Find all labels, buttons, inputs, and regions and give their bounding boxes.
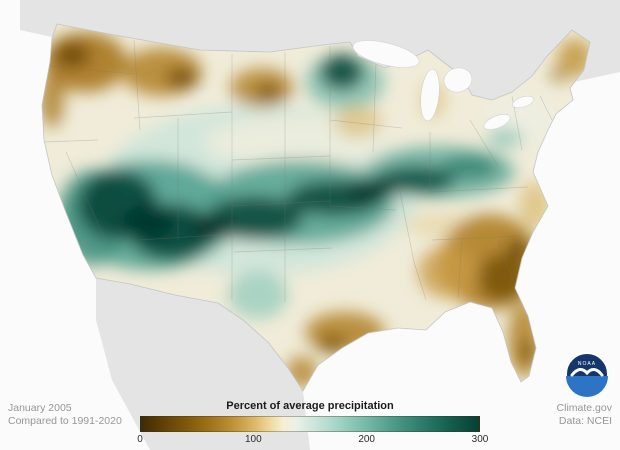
shading-region-minnesota-teal-dark	[320, 54, 364, 90]
shading-region-west-texas-teal	[228, 271, 288, 319]
noaa-logo: NOAA	[565, 352, 609, 397]
colorbar-ticks: 0 100 200 300	[137, 434, 488, 448]
date-label: January 2005	[8, 402, 72, 414]
us-map	[42, 24, 590, 391]
shading-region-dakotas-dry-dark	[255, 83, 281, 101]
colorbar-tick: 0	[137, 434, 143, 445]
precipitation-shading	[42, 32, 590, 388]
lake-superior	[352, 40, 420, 68]
shading-region-texas-coast-dry-dark	[317, 335, 347, 353]
colorbar-title: Percent of average precipitation	[226, 400, 394, 412]
noaa-seagull-icon	[570, 368, 604, 377]
us-outline	[41, 23, 591, 392]
great-lakes	[352, 40, 534, 130]
shading-region-montana-dry-dark	[166, 68, 198, 88]
shading-region-washington-dry-dark	[54, 42, 90, 68]
mexico-landmass	[96, 278, 310, 450]
colorbar-tick: 300	[471, 434, 489, 445]
climate-gov-credit: Climate.gov	[556, 402, 612, 414]
noaa-logo-text: NOAA	[578, 361, 596, 367]
colorbar-gradient	[140, 416, 480, 432]
shading-region-florida-dry-dark	[520, 340, 536, 364]
shading-region-pennsylvania-teal-light	[487, 128, 523, 148]
colorbar-tick: 100	[244, 434, 262, 445]
shading-region-appalachia-teal	[442, 156, 498, 178]
state-borders	[43, 39, 553, 302]
lake-michigan	[420, 68, 440, 122]
lake-ontario	[512, 95, 534, 109]
shading-region-kansas-oklahoma-teal-dark	[207, 196, 303, 240]
shading-region-ohio-teal-dark	[375, 166, 455, 194]
shading-region-wisconsin-dry-light	[334, 106, 382, 138]
shading-region-newmexico-darkest	[190, 214, 230, 242]
source-caption: Climate.gov Data: NCEI	[557, 402, 612, 429]
data-source-credit: Data: NCEI	[558, 415, 612, 428]
shading-region-georgia-dry-dark	[478, 254, 526, 302]
noaa-logo-sea	[566, 376, 608, 397]
shading-region-oregon-coast-dry	[42, 72, 64, 128]
colorbar: Percent of average precipitation 0 100 200…	[137, 400, 488, 448]
shading-region-nevada-darkest	[122, 204, 174, 240]
shading-region-alabama-dry	[418, 246, 478, 298]
lake-erie	[483, 114, 511, 130]
shading-region-newhampshire-dry-dark	[550, 67, 566, 83]
map-date-caption: January 2005 Compared to 1991-2020	[8, 402, 122, 429]
lake-huron	[443, 67, 473, 93]
colorbar-tick: 200	[358, 434, 375, 445]
shading-region-maine-dry	[557, 38, 590, 78]
shading-region-illinois-darkest	[345, 178, 395, 202]
baseline-label: Compared to 1991-2020	[8, 415, 122, 428]
